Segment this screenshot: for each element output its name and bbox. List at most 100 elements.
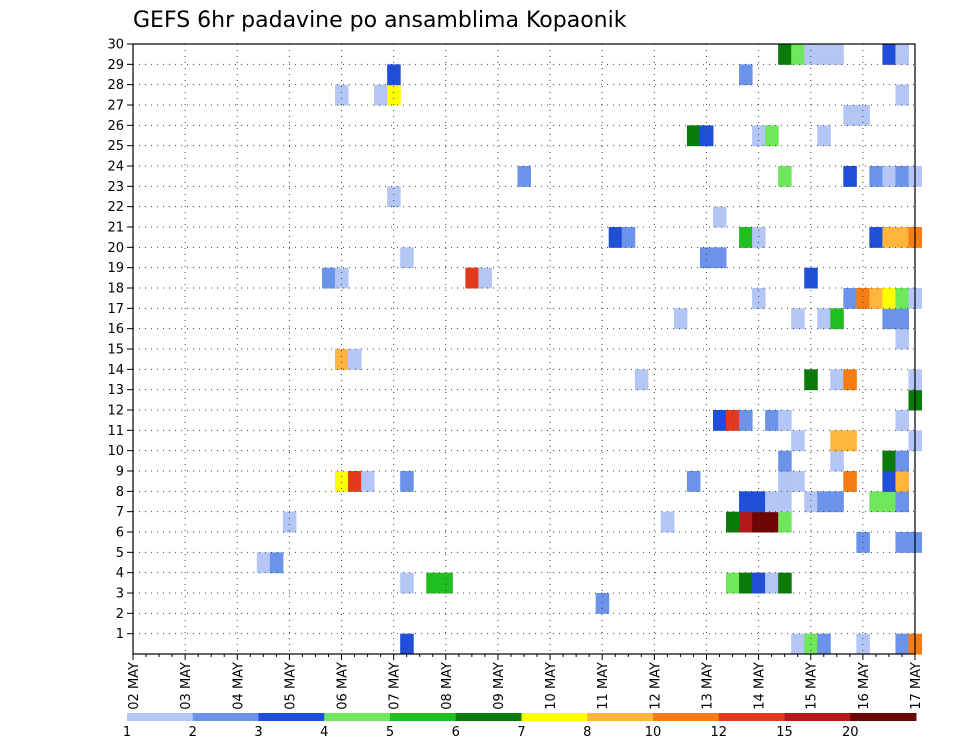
grid-lines (133, 44, 915, 654)
heatmap-cell (269, 552, 284, 574)
heatmap-cell (843, 166, 857, 187)
x-tick-label: 11 MAY (596, 662, 611, 710)
legend-swatch (653, 713, 720, 721)
heatmap-cell (726, 511, 740, 533)
legend-label: 7 (517, 725, 525, 740)
x-tick-label: 02 MAY (127, 662, 142, 710)
legend-swatch (390, 713, 457, 721)
y-tick-label: 2 (116, 607, 124, 622)
heatmap-cell (895, 633, 909, 655)
legend-swatch (258, 713, 325, 721)
heatmap-cell (830, 491, 844, 513)
x-tick-label: 05 MAY (283, 662, 298, 710)
heatmap-cell (778, 450, 792, 472)
heatmap-cell (765, 491, 779, 513)
heatmap-cell (335, 471, 349, 492)
heatmap-cell (895, 44, 909, 65)
heatmap-cell (348, 471, 362, 492)
heatmap-cell (895, 410, 909, 431)
y-tick-label: 27 (107, 99, 124, 114)
x-tick-label: 14 MAY (753, 662, 768, 710)
heatmap-cell (765, 125, 779, 147)
x-tick-label: 09 MAY (492, 662, 507, 710)
legend-label: 3 (254, 725, 262, 740)
heatmap-cell (843, 288, 857, 309)
heatmap-cell (765, 410, 779, 431)
legend-swatch (521, 713, 588, 721)
y-tick-label: 29 (107, 58, 124, 73)
heatmap-cell (817, 491, 831, 513)
heatmap-cell (439, 572, 453, 594)
heatmap-cell (765, 511, 779, 533)
heatmap-cell (817, 44, 831, 65)
y-tick-label: 3 (116, 587, 124, 602)
heatmap-cell (830, 369, 844, 391)
legend-swatch (718, 713, 785, 721)
heatmap-cell (282, 511, 297, 533)
heatmap-cell (778, 471, 792, 492)
heatmap-cell (895, 166, 909, 187)
heatmap-cell (634, 369, 649, 391)
legend-label: 12 (710, 725, 727, 740)
legend-label: 4 (320, 725, 328, 740)
heatmap-cell (869, 491, 883, 513)
heatmap-cell (595, 593, 610, 614)
heatmap-cell (882, 491, 896, 513)
y-tick-label: 1 (116, 627, 124, 642)
heatmap-cell (882, 308, 896, 330)
legend-swatch (784, 713, 851, 721)
heatmap-cell (387, 186, 401, 208)
heatmap-cell (660, 511, 675, 533)
heatmap-cell (256, 552, 271, 574)
y-tick-label: 22 (107, 200, 124, 215)
heatmap-cell (778, 166, 792, 187)
heatmap-cell (895, 308, 909, 330)
legend-label: 2 (189, 725, 197, 740)
legend-label: 10 (645, 725, 662, 740)
heatmap-cell (686, 471, 701, 492)
heatmap-cell (895, 491, 909, 513)
legend-swatch (455, 713, 522, 721)
heatmap-cell (752, 491, 766, 513)
heatmap-cell (882, 471, 896, 492)
x-tick-label: 06 MAY (336, 662, 351, 710)
y-tick-label: 13 (107, 383, 124, 398)
heatmap-cell (830, 308, 844, 330)
axes: 1234567891011121314151617181920212223242… (107, 38, 924, 710)
y-tick-label: 10 (107, 444, 124, 459)
y-tick-label: 15 (107, 343, 124, 358)
color-legend: 1 2 3 4 5 6 7 8 10 12 15 20 (123, 713, 917, 740)
heatmap-cell (478, 267, 492, 289)
heatmap-cell (361, 471, 375, 492)
heatmap-cell (895, 450, 909, 472)
y-tick-label: 16 (107, 322, 124, 337)
heatmap-cell (739, 511, 753, 533)
heatmap-cell (843, 471, 857, 492)
heatmap-cell (830, 430, 844, 452)
heatmap-cell (621, 227, 636, 248)
heatmap-cell (426, 572, 440, 594)
legend-label: 15 (776, 725, 793, 740)
legend-label: 6 (452, 725, 460, 740)
x-tick-label: 07 MAY (388, 662, 403, 710)
chart-title: GEFS 6hr padavine po ansamblima Kopaonik (133, 8, 627, 33)
heatmap-cell (830, 44, 844, 65)
y-tick-label: 30 (107, 38, 124, 53)
y-tick-label: 8 (116, 485, 124, 500)
heatmap-cell (739, 227, 753, 248)
heatmap-cell (895, 288, 909, 309)
heatmap-cell (517, 166, 532, 187)
heatmap-cell (895, 471, 909, 492)
y-tick-label: 20 (107, 241, 124, 256)
heatmap-cell (400, 471, 414, 492)
heatmap-cell (869, 227, 883, 248)
heatmap-cell (882, 288, 896, 309)
x-tick-label: 08 MAY (440, 662, 455, 710)
y-tick-label: 14 (107, 363, 124, 378)
heatmap-cell (843, 430, 857, 452)
heatmap-cell (752, 288, 766, 309)
x-tick-label: 04 MAY (231, 662, 246, 710)
heatmap-cell (608, 227, 623, 248)
heatmap-cell (895, 328, 909, 350)
